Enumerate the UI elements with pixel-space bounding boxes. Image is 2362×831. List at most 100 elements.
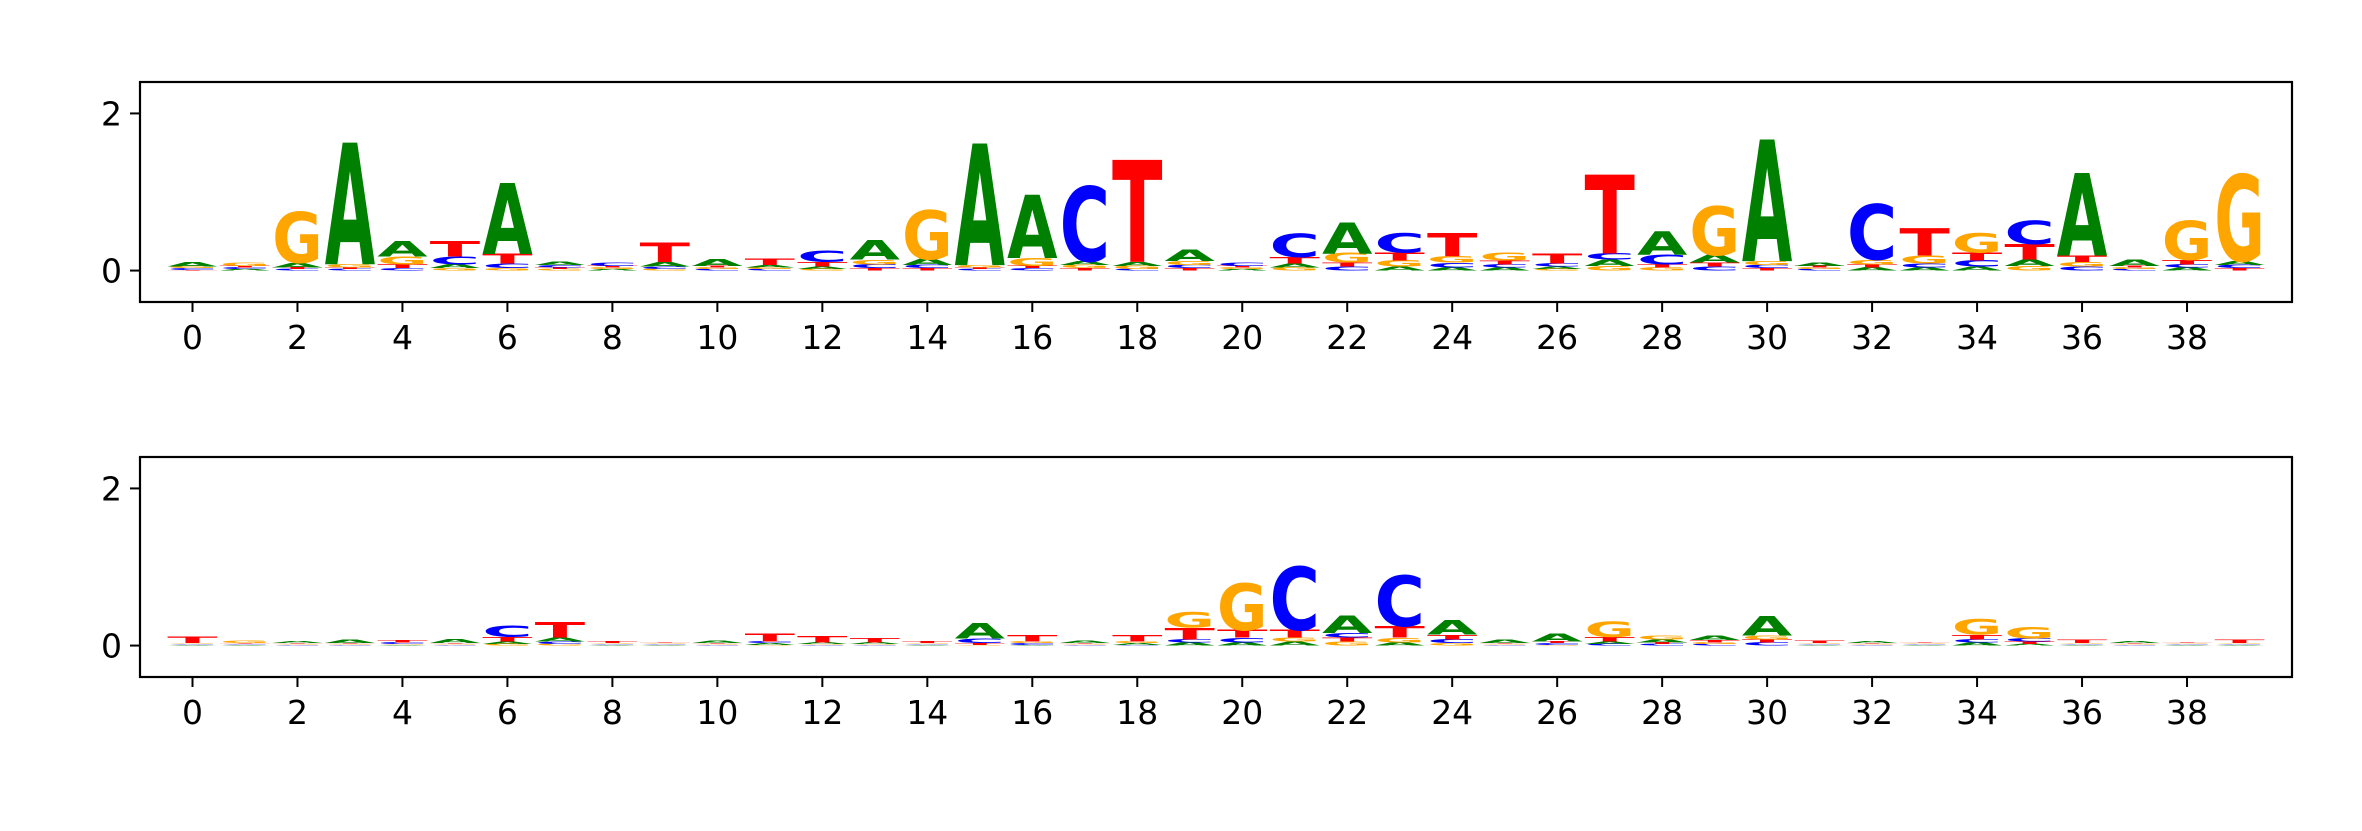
x-tick-label: 22 bbox=[1326, 318, 1368, 357]
logo-letter-T: T bbox=[1322, 262, 1373, 268]
x-tick-label: 20 bbox=[1221, 318, 1263, 357]
logo-letter-T: T bbox=[1847, 263, 1898, 268]
logo-letter-C: C bbox=[2004, 214, 2054, 252]
logo-letter-A: A bbox=[272, 641, 323, 644]
x-axis: 0 2 4 6 8 10 12 14 16 18 20 22 24 26 28 30 32 34 36 38 bbox=[182, 302, 2208, 357]
logo-letter-G: G bbox=[325, 264, 375, 269]
axes-frame bbox=[138, 80, 2294, 304]
logo-letter-G: G bbox=[2162, 209, 2212, 272]
logo-letter-T: T bbox=[955, 267, 1006, 269]
x-tick-label: 24 bbox=[1431, 693, 1473, 732]
logo-letter-T: T bbox=[1165, 268, 1216, 272]
logo-letter-A: A bbox=[1060, 640, 1111, 644]
logo-letter-C: C bbox=[2214, 644, 2264, 645]
y-axis: 02 bbox=[101, 94, 140, 291]
logo-letter-T: T bbox=[1479, 643, 1530, 644]
logo-letter-T: T bbox=[955, 643, 1006, 645]
logo-letter-G: G bbox=[1165, 607, 1215, 632]
logo-letter-T: T bbox=[430, 643, 481, 644]
logo-letter-C: C bbox=[2057, 644, 2107, 645]
logo-letter-C: C bbox=[2214, 264, 2264, 269]
logo-letter-T: T bbox=[2214, 268, 2265, 272]
logo-letter-C: C bbox=[1689, 644, 1739, 646]
x-tick-label: 14 bbox=[906, 318, 948, 357]
logo-letter-C: C bbox=[692, 645, 742, 646]
x-tick-label: 38 bbox=[2166, 693, 2208, 732]
logo-letter-G: G bbox=[1584, 617, 1634, 642]
logo-letter-T: T bbox=[692, 265, 743, 267]
x-tick-label: 12 bbox=[801, 318, 843, 357]
logo-letter-C: C bbox=[2109, 269, 2159, 271]
logo-letter-G: G bbox=[955, 265, 1005, 269]
logo-letter-G: G bbox=[1637, 267, 1687, 272]
logo-letter-A: A bbox=[1007, 178, 1057, 278]
logo-letter-A: A bbox=[1427, 617, 1477, 640]
logo-letter-G: G bbox=[167, 266, 217, 268]
logo-letter-A: A bbox=[1112, 261, 1163, 267]
logo-letter-T: T bbox=[430, 237, 480, 262]
logo-letter-G: G bbox=[1165, 260, 1215, 266]
logo-letter-A: A bbox=[220, 645, 271, 646]
logo-letter-A: A bbox=[1847, 641, 1898, 644]
logo-letter-C: C bbox=[1637, 644, 1687, 646]
logo-letter-G: G bbox=[272, 644, 322, 645]
logo-letter-C: C bbox=[482, 622, 532, 641]
logo-letter-T: T bbox=[1532, 252, 1582, 267]
logo-letter-T: T bbox=[1270, 628, 1320, 640]
logo-letter-C: C bbox=[850, 263, 900, 269]
x-tick-label: 2 bbox=[287, 693, 308, 732]
logo-letter-A: A bbox=[1375, 266, 1426, 272]
x-tick-label: 18 bbox=[1116, 318, 1158, 357]
logo-letter-A: A bbox=[2162, 645, 2213, 646]
logo-letter-T: T bbox=[1165, 624, 1216, 643]
x-tick-label: 30 bbox=[1746, 693, 1788, 732]
logo-letter-T: T bbox=[1847, 643, 1898, 644]
logo-letter-C: C bbox=[1270, 227, 1320, 265]
logo-letter-G: G bbox=[1427, 255, 1477, 265]
logo-letter-G: G bbox=[535, 644, 585, 646]
logo-letter-A: A bbox=[1479, 639, 1530, 644]
logo-letter-G: G bbox=[1847, 258, 1897, 266]
logo-letter-T: T bbox=[1794, 265, 1845, 267]
logo-letter-T: T bbox=[2162, 642, 2213, 643]
logo-letter-G: G bbox=[1375, 259, 1425, 269]
logo-letter-A: A bbox=[2004, 258, 2054, 268]
logo-letter-T: T bbox=[167, 635, 218, 645]
x-tick-label: 10 bbox=[696, 318, 738, 357]
logo-letter-G: G bbox=[167, 643, 217, 644]
logo-letter-G: G bbox=[587, 643, 637, 644]
logo-letter-A: A bbox=[587, 269, 638, 272]
logo-letter-T: T bbox=[167, 270, 218, 271]
logo-letter-T: T bbox=[1532, 641, 1583, 643]
logo-letter-C: C bbox=[1479, 645, 1529, 646]
logo-letter-T: T bbox=[850, 637, 901, 645]
logo-letter-G: G bbox=[902, 197, 952, 275]
logo-letter-G: G bbox=[587, 267, 637, 269]
logo-letter-G: G bbox=[1270, 267, 1320, 272]
logo-letter-T: T bbox=[1060, 268, 1111, 272]
logo-letter-C: C bbox=[1584, 644, 1634, 646]
logo-letter-T: T bbox=[2214, 639, 2265, 644]
logo-letter-A: A bbox=[955, 619, 1006, 644]
logo-letter-G: G bbox=[325, 644, 375, 645]
logo-letter-A: A bbox=[1479, 267, 1530, 272]
x-tick-label: 0 bbox=[182, 318, 203, 357]
logo-letter-C: C bbox=[1060, 166, 1110, 286]
logo-letter-G: G bbox=[1532, 269, 1582, 271]
logo-letter-A: A bbox=[850, 235, 901, 266]
logo-letter-T: T bbox=[692, 643, 743, 644]
logo-letter-C: C bbox=[1112, 645, 1162, 646]
logo-letter-C: C bbox=[1322, 266, 1372, 272]
logo-letter-C: C bbox=[1165, 639, 1215, 644]
logo-letter-G: G bbox=[1584, 265, 1634, 273]
logo-letter-A: A bbox=[1899, 267, 1950, 272]
y-tick-label: 2 bbox=[101, 469, 122, 508]
y-tick-label: 2 bbox=[101, 94, 122, 133]
x-tick-label: 22 bbox=[1326, 693, 1368, 732]
logo-letter-G: G bbox=[1689, 193, 1739, 271]
